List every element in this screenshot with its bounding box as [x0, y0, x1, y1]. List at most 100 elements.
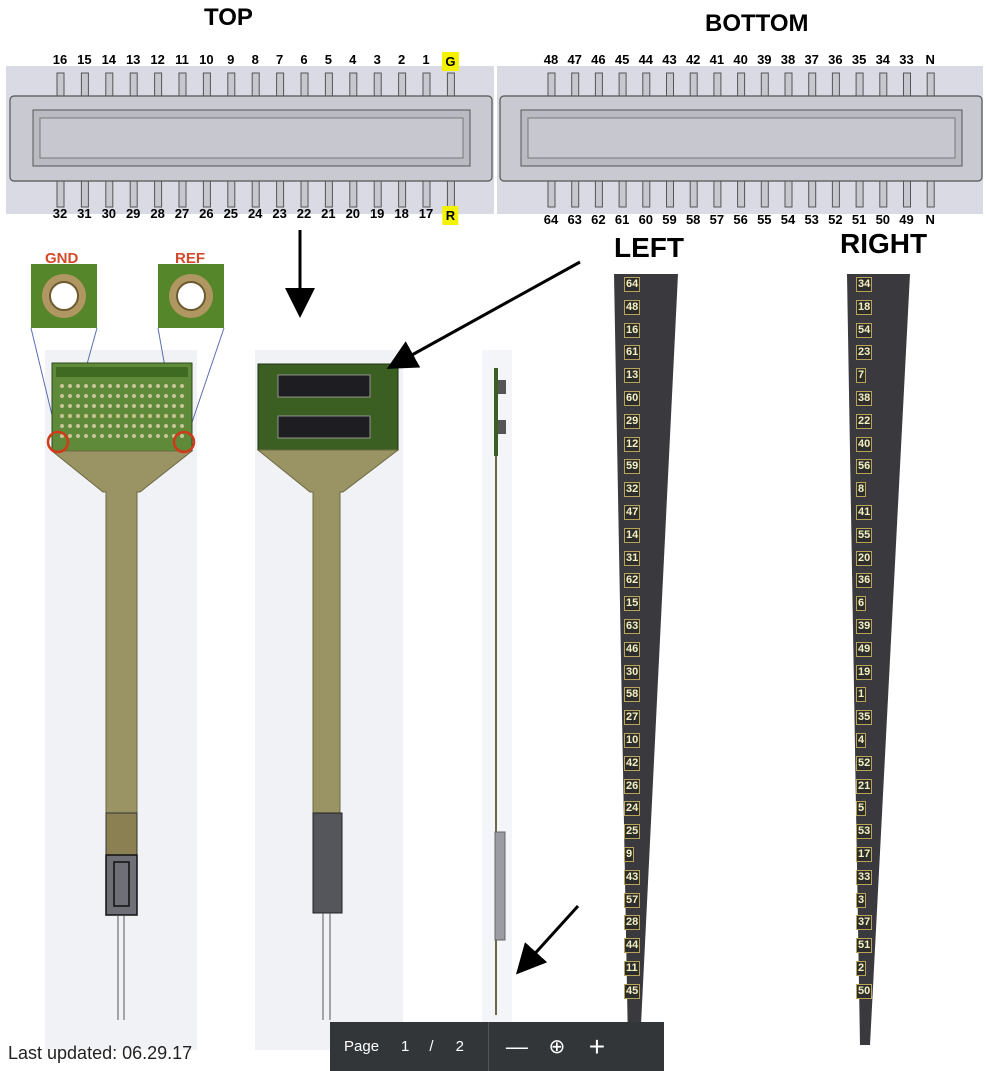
bond-pad [60, 424, 64, 428]
pin-label: 20 [345, 206, 361, 221]
bond-pad [76, 394, 80, 398]
connector-pin [831, 72, 840, 98]
pin-label: 1 [422, 52, 430, 67]
pin-label: 63 [567, 212, 582, 227]
bond-pad [116, 414, 120, 418]
electrode-label: 47 [624, 505, 641, 520]
bond-pad [172, 414, 176, 418]
bond-pad [164, 394, 168, 398]
connector-pin [129, 180, 138, 208]
page-total: 2 [455, 1038, 464, 1055]
electrode-label: 28 [624, 915, 641, 931]
bond-pad [124, 414, 128, 418]
pin-label: 11 [175, 52, 189, 67]
connector-pin [178, 180, 187, 208]
bond-pad [148, 434, 152, 438]
bond-pad [108, 424, 112, 428]
connector-pin [422, 72, 431, 98]
pin-label: 33 [899, 52, 914, 67]
page-label: Page [344, 1038, 380, 1055]
connector-pin [251, 72, 260, 98]
electrode-label: 25 [624, 824, 641, 840]
bond-pad [60, 394, 64, 398]
electrode-label: 6 [856, 596, 867, 612]
pin-label: 7 [275, 52, 284, 67]
bond-pad [180, 424, 184, 428]
bond-pad [92, 424, 96, 428]
pin-label: 27 [174, 206, 190, 221]
page-number-input[interactable]: 1 [401, 1038, 410, 1055]
electrode-label: 7 [856, 368, 867, 384]
electrode-label: 10 [624, 733, 641, 748]
plus-icon[interactable]: + [588, 1030, 606, 1062]
bond-pad [156, 384, 160, 388]
pin-label: 49 [899, 212, 914, 227]
page-separator: / [429, 1038, 434, 1055]
pin-label: N [925, 52, 935, 67]
left-title: LEFT [614, 232, 684, 263]
connector-pin [926, 180, 935, 208]
bond-pad [92, 414, 96, 418]
connector-pin [202, 72, 211, 98]
electrode-label: 9 [624, 847, 635, 862]
right-title: RIGHT [840, 228, 928, 259]
probe-2-board [256, 363, 400, 1020]
electrode-label: 38 [856, 391, 873, 406]
bond-pad [132, 404, 136, 408]
pin-label: 26 [199, 206, 214, 221]
probe-side-view [482, 350, 512, 1050]
pin-label: 12 [150, 52, 165, 67]
electrode-label: 44 [624, 938, 641, 954]
bond-pad [108, 394, 112, 398]
electrode-label: 49 [856, 641, 873, 657]
bond-pad [156, 424, 160, 428]
connector-pin [251, 180, 260, 208]
pin-label: 31 [77, 206, 92, 221]
pin-label: 60 [638, 212, 654, 227]
pin-label: 32 [52, 206, 68, 221]
ref-pad [158, 264, 224, 328]
pin-label: 62 [591, 212, 606, 227]
connector-pin [879, 72, 888, 98]
connector-pin [300, 180, 309, 208]
connector-pin [760, 72, 769, 98]
connector-pin [760, 180, 769, 208]
bond-pad [92, 384, 96, 388]
bond-pad [92, 404, 96, 408]
connector-pin [56, 72, 65, 98]
connector-pin [446, 180, 455, 208]
connector-pin [398, 180, 407, 208]
connector-pin [178, 72, 187, 98]
electrode-label: 48 [624, 299, 641, 315]
connector-pin [129, 72, 138, 98]
minus-icon[interactable]: — [505, 1033, 528, 1059]
pdf-toolbar: Page 1 / 2 — ⊕ + [330, 1022, 664, 1071]
connector-pin [618, 72, 627, 98]
electrode-label: 50 [856, 983, 873, 999]
connector-pin [737, 72, 746, 98]
bond-pad [148, 414, 152, 418]
pin-label: 58 [685, 212, 701, 227]
electrode-label: 5 [856, 801, 867, 817]
connector-pin [594, 72, 603, 98]
connector-pin [784, 72, 793, 98]
electrode-label: 32 [624, 482, 641, 498]
bond-pad [140, 384, 144, 388]
magnify-icon[interactable]: ⊕ [548, 1036, 566, 1058]
electrode-label: 23 [856, 345, 873, 361]
connector-pin [713, 72, 722, 98]
bond-pad [68, 434, 72, 438]
bond-pad [76, 414, 80, 418]
connector-pin [227, 180, 236, 208]
bond-pad [172, 424, 176, 428]
pin-label: 38 [780, 52, 796, 67]
electrode-label: 31 [624, 550, 641, 566]
bond-pad [84, 414, 88, 418]
electrode-label: 37 [856, 915, 873, 931]
pin-label: 4 [349, 52, 357, 67]
arrow-bottom-to-probe [386, 260, 581, 369]
bond-pad [76, 384, 80, 388]
connector-pin [855, 180, 864, 208]
pin-label: 53 [804, 212, 819, 227]
bond-pad [156, 434, 160, 438]
